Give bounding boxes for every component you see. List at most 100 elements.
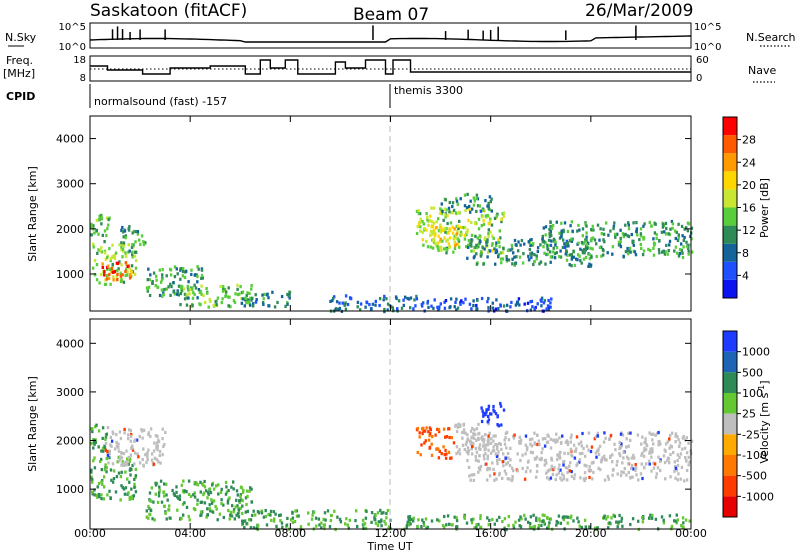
heatmap-cell <box>487 418 491 422</box>
heatmap-cell <box>658 251 661 255</box>
heatmap-cell <box>199 303 202 307</box>
heatmap-cell <box>457 450 460 454</box>
heatmap-cell <box>619 473 623 478</box>
heatmap-cell <box>532 262 535 267</box>
heatmap-cell <box>563 245 567 249</box>
heatmap-cell <box>139 242 142 246</box>
heatmap-cell <box>662 454 666 458</box>
heatmap-cell <box>408 519 411 523</box>
heatmap-cell <box>592 470 595 474</box>
heatmap-cell <box>441 524 445 528</box>
heatmap-cell <box>422 429 425 433</box>
velocity-colorbar-segment <box>723 496 737 517</box>
heatmap-cell <box>555 246 559 250</box>
heatmap-cell <box>487 207 491 211</box>
heatmap-cell <box>524 470 528 474</box>
heatmap-cell <box>592 228 595 232</box>
heatmap-cell <box>455 236 458 240</box>
heatmap-cell <box>151 517 154 521</box>
heatmap-cell <box>409 522 412 526</box>
heatmap-cell <box>341 301 344 305</box>
heatmap-cell <box>523 242 526 246</box>
heatmap-cell <box>116 277 119 282</box>
heatmap-cell <box>547 238 551 242</box>
heatmap-cell <box>537 439 540 443</box>
heatmap-cell <box>446 248 449 252</box>
heatmap-cell <box>109 468 113 472</box>
heatmap-cell <box>203 501 207 505</box>
power-colorbar-segment <box>723 189 737 208</box>
heatmap-cell <box>549 301 552 305</box>
heatmap-cell <box>561 434 564 438</box>
heatmap-cell <box>630 463 634 468</box>
heatmap-cell <box>461 443 465 447</box>
heatmap-cell <box>491 518 494 522</box>
heatmap-cell <box>233 300 237 305</box>
heatmap-cell <box>431 246 435 250</box>
heatmap-cell <box>444 230 447 234</box>
heatmap-cell <box>528 438 532 442</box>
heatmap-cell <box>157 460 160 464</box>
heatmap-cell <box>546 440 550 444</box>
heatmap-cell <box>402 303 405 307</box>
heatmap-cell <box>650 455 653 459</box>
heatmap-cell <box>467 452 470 456</box>
heatmap-cell <box>108 267 112 271</box>
heatmap-cell <box>610 516 613 520</box>
heatmap-cell <box>590 228 593 232</box>
heatmap-cell <box>433 228 436 232</box>
heatmap-cell <box>506 461 510 465</box>
heatmap-cell <box>434 242 437 246</box>
heatmap-cell <box>471 238 475 242</box>
heatmap-cell <box>266 292 269 296</box>
heatmap-cell <box>470 238 473 242</box>
heatmap-cell <box>181 502 185 506</box>
heatmap-cell <box>91 490 94 494</box>
heatmap-cell <box>231 504 234 508</box>
heatmap-cell <box>468 302 472 306</box>
heatmap-cell <box>182 267 185 271</box>
heatmap-cell <box>286 516 289 520</box>
heatmap-cell <box>210 498 213 502</box>
heatmap-cell <box>246 509 249 513</box>
heatmap-cell <box>416 224 419 229</box>
power-colorbar-tick: 28 <box>742 134 756 147</box>
heatmap-cell <box>464 297 467 301</box>
heatmap-cell <box>560 221 563 225</box>
heatmap-cell <box>116 460 119 464</box>
heatmap-cell <box>589 246 592 250</box>
heatmap-cell <box>235 498 238 502</box>
heatmap-cell <box>432 239 435 243</box>
heatmap-cell <box>549 260 552 264</box>
heatmap-cell <box>520 238 524 243</box>
heatmap-cell <box>172 281 175 285</box>
heatmap-cell <box>131 463 134 468</box>
heatmap-cell <box>475 262 479 266</box>
heatmap-cell <box>90 477 94 481</box>
heatmap-cell <box>499 236 502 240</box>
heatmap-cell <box>550 458 554 462</box>
heatmap-cell <box>161 437 164 441</box>
heatmap-cell <box>675 468 679 472</box>
heatmap-cell <box>664 477 667 481</box>
heatmap-cell <box>119 475 123 479</box>
heatmap-cell <box>103 273 106 277</box>
heatmap-cell <box>465 521 469 525</box>
heatmap-cell <box>678 247 682 252</box>
heatmap-cell <box>370 520 373 524</box>
heatmap-cell <box>505 528 508 532</box>
heatmap-cell <box>106 450 109 454</box>
heatmap-cell <box>179 292 183 296</box>
heatmap-cell <box>307 511 310 515</box>
heatmap-cell <box>602 227 605 231</box>
heatmap-cell <box>603 478 607 482</box>
heatmap-cell <box>244 510 247 514</box>
heatmap-cell <box>542 245 545 249</box>
heatmap-cell <box>426 245 430 249</box>
heatmap-cell <box>415 297 419 301</box>
velocity-colorbar-label: Velocity [m s-1] <box>757 380 771 463</box>
heatmap-cell <box>424 439 427 443</box>
heatmap-cell <box>655 236 658 241</box>
heatmap-cell <box>251 304 255 308</box>
heatmap-cell <box>444 448 447 452</box>
